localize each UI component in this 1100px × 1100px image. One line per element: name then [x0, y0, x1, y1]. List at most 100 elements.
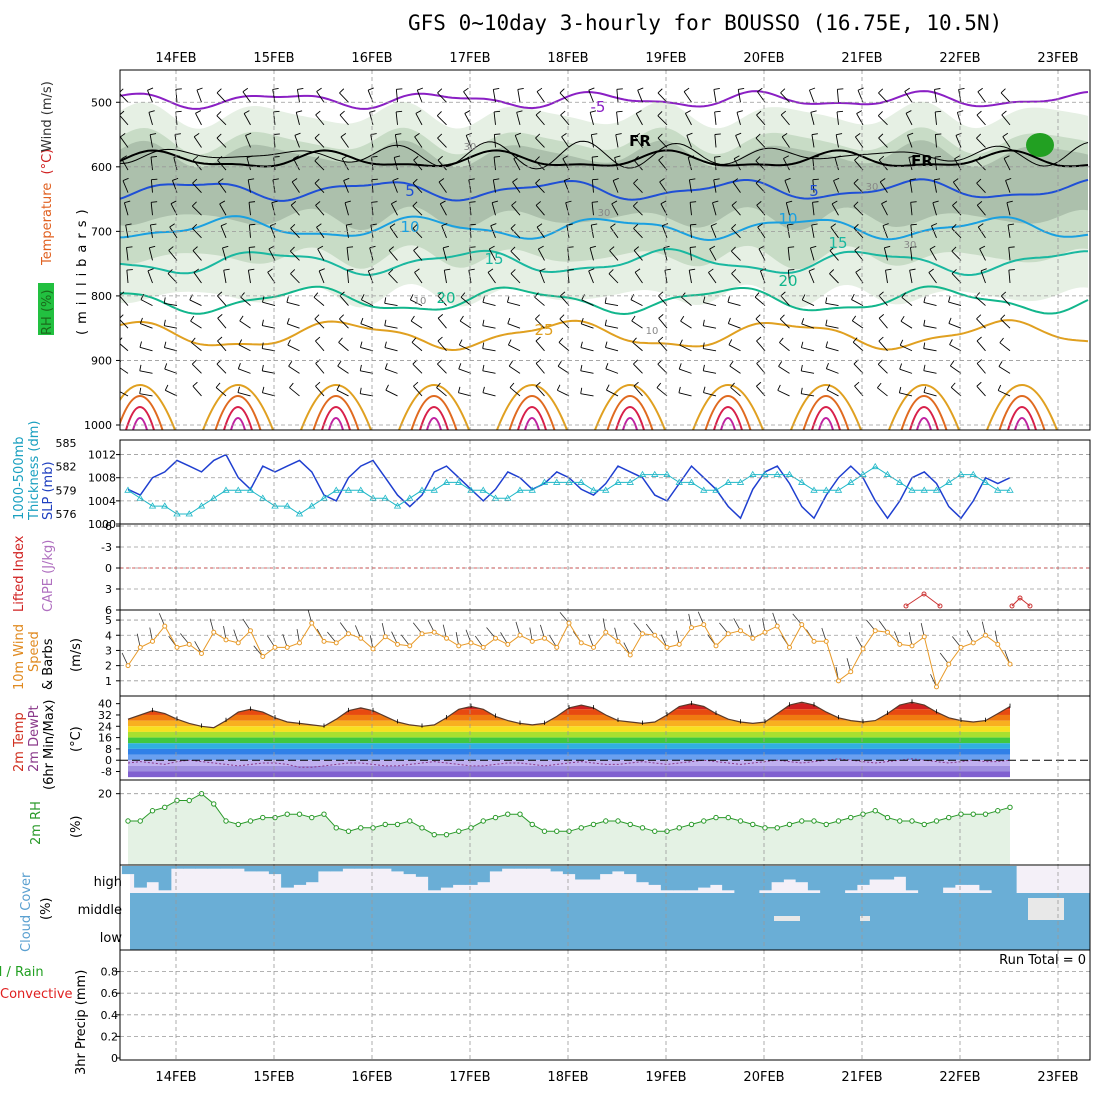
wind-barb-flag — [125, 223, 132, 226]
wind-barb — [931, 225, 937, 238]
wind-barb-flag — [760, 268, 767, 272]
wind-barb — [492, 89, 496, 103]
high-cloud-bar — [170, 866, 184, 869]
wind-barb-flag — [657, 133, 663, 139]
pressure-tick-label: 500 — [91, 96, 112, 109]
wind-barb — [878, 159, 888, 171]
wind-barb — [315, 205, 325, 216]
wind-barb-flag — [1000, 88, 1006, 94]
wind-barb-flag — [878, 88, 884, 94]
wind-barb-flag — [248, 178, 255, 181]
wind-barb-flag — [458, 363, 462, 370]
thickness-marker — [994, 486, 1002, 493]
contour-label: 30 — [464, 142, 477, 153]
wind-barb — [877, 115, 888, 126]
high-cloud-bar — [709, 866, 723, 885]
wind-barb-flag — [438, 178, 445, 183]
wind-barb-flag — [482, 364, 485, 371]
high-cloud-bar — [783, 866, 797, 880]
wind10-marker — [125, 663, 131, 669]
high-cloud-bar — [636, 866, 650, 883]
wind-barb — [410, 320, 423, 329]
wind-barb — [290, 228, 300, 239]
wind-barb-flag — [409, 294, 414, 301]
wind-barb-flag — [756, 201, 762, 206]
wind-barb — [808, 89, 815, 103]
wind10-marker — [664, 644, 670, 650]
date-label-top: 17FEB — [449, 51, 490, 66]
wind-barb — [663, 247, 668, 261]
wind10-marker — [395, 641, 400, 647]
wind-barb-flag — [812, 156, 819, 158]
contour-label: 30 — [866, 182, 879, 193]
wind-barb-flag — [958, 87, 965, 90]
wind-barb-flag — [482, 342, 485, 349]
wind-barb — [414, 272, 423, 284]
wind-barb — [168, 250, 178, 261]
wind-barb-flag — [237, 386, 240, 393]
wind-barb — [191, 205, 202, 216]
wind-barb — [780, 295, 790, 306]
high-cloud-bar — [391, 866, 405, 872]
wind-barb-flag — [261, 319, 264, 326]
wind-barb-flag — [854, 155, 860, 161]
wind-barb — [169, 226, 178, 239]
wind-barb-flag — [690, 201, 697, 203]
wind-barb-flag — [731, 223, 737, 229]
wind-barb — [238, 344, 251, 352]
wind-barb-flag — [658, 314, 664, 319]
contour-label: 10 — [400, 218, 419, 236]
thickness-marker — [344, 486, 353, 493]
thickness-marker — [724, 478, 732, 485]
wind-barb — [412, 182, 423, 193]
thickness-marker — [148, 502, 157, 509]
wind-barb — [339, 92, 349, 103]
wind-barb — [657, 137, 668, 148]
wind-barb — [910, 247, 913, 261]
wind-barb — [605, 346, 619, 352]
wind-barb — [488, 248, 496, 261]
rh2m-marker — [517, 811, 523, 817]
surface-isotherm — [615, 406, 645, 430]
thickness-marker — [773, 470, 781, 477]
wind-barb — [608, 273, 619, 284]
wind-barb-flag — [689, 246, 697, 248]
high-cloud-bar — [795, 866, 809, 883]
wind-barb-flag — [953, 178, 959, 183]
wind-barb — [932, 202, 937, 216]
wind-barb — [164, 325, 178, 329]
wind-barb-flag — [702, 296, 706, 303]
surface-isotherm — [811, 406, 841, 430]
wind-barb — [294, 135, 300, 148]
date-label-bottom: 21FEB — [841, 1070, 882, 1085]
thickness-marker — [883, 470, 892, 477]
wind-barb-flag — [780, 110, 787, 116]
wind-barb-flag — [786, 200, 793, 204]
wind-barb — [361, 299, 374, 306]
wind-barb-flag — [535, 314, 540, 320]
wind-barb-flag — [218, 178, 224, 183]
wind-barb-flag — [494, 133, 501, 135]
wind-barb-flag — [289, 246, 295, 252]
wind-barb — [977, 226, 986, 239]
wind-barb-flag — [954, 155, 960, 160]
high-cloud-bar — [134, 866, 147, 888]
wind-barb — [441, 225, 447, 238]
wind-barb — [560, 295, 570, 306]
wind-barb-flag — [733, 155, 740, 160]
wind-barb — [120, 367, 129, 374]
wind-barb — [318, 270, 325, 284]
surface-isotherm — [524, 417, 540, 430]
wind-barb-flag — [588, 268, 595, 272]
wind-barb — [558, 342, 570, 352]
wind-barb-flag — [976, 314, 982, 320]
wind10-marker — [370, 646, 376, 652]
rh2m-marker — [492, 814, 499, 821]
wind-barb-flag — [343, 177, 350, 182]
wind-barb — [291, 181, 300, 193]
high-cloud-bar — [807, 866, 821, 891]
wind-barb-flag — [787, 223, 794, 226]
rh2m-label: 2m RH — [29, 801, 44, 845]
temp2m-label-a: 2m Temp — [12, 712, 27, 772]
wind-barb — [758, 248, 766, 261]
